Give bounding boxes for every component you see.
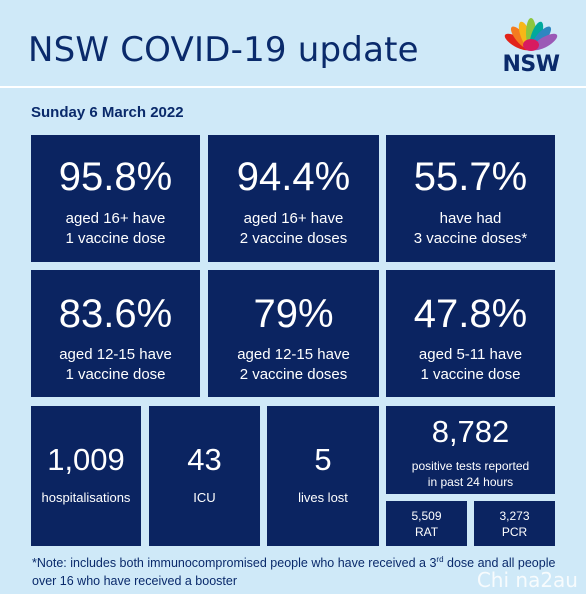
report-date: Sunday 6 March 2022 (31, 104, 184, 121)
tile-hospitalisations: 1,009 hospitalisations (31, 406, 141, 546)
stat-value: 5 (314, 442, 332, 477)
stat-value: 95.8% (58, 155, 173, 199)
footnote: *Note: includes both immunocompromised p… (32, 554, 572, 590)
stat-label: 2 vaccine doses (239, 230, 348, 247)
header-divider (0, 86, 586, 88)
nsw-logo: NSW (499, 16, 563, 78)
stat-label: aged 16+ have (65, 210, 166, 227)
stat-value: 43 (187, 442, 222, 477)
stat-label: lives lost (298, 490, 348, 505)
tile-icu: 43 ICU (149, 406, 260, 546)
watermark: Chi na2au (476, 568, 578, 592)
waratah-flower-icon (504, 18, 558, 51)
stat-label: positive tests reported (411, 459, 530, 473)
stat-label: aged 12-15 have (237, 346, 350, 363)
tile-dose1-12-15: 83.6% aged 12-15 have 1 vaccine dose (31, 270, 200, 397)
footnote-superscript: rd (436, 554, 444, 564)
tile-dose1-16plus: 95.8% aged 16+ have 1 vaccine dose (31, 135, 200, 262)
stat-value: 3,273 (499, 509, 530, 523)
stat-label: PCR (501, 525, 528, 539)
tile-dose2-12-15: 79% aged 12-15 have 2 vaccine doses (208, 270, 379, 397)
stat-label: aged 12-15 have (59, 346, 172, 363)
footnote-text: *Note: includes both immunocompromised p… (32, 556, 437, 570)
stat-value: 79% (253, 292, 334, 336)
stat-label: hospitalisations (41, 490, 131, 505)
footnote-text-end: dose and all people over 16 who have rec… (32, 556, 556, 588)
tile-dose3: 55.7% have had 3 vaccine doses* (386, 135, 555, 262)
stat-label: in past 24 hours (427, 475, 514, 489)
tile-dose1-5-11: 47.8% aged 5-11 have 1 vaccine dose (386, 270, 555, 397)
stat-label: ICU (193, 490, 216, 505)
stat-value: 1,009 (47, 442, 125, 477)
tile-lives-lost: 5 lives lost (267, 406, 379, 546)
tile-rat: 5,509 RAT (386, 501, 467, 546)
nsw-logo-text: NSW (502, 52, 560, 77)
stat-value: 5,509 (411, 509, 442, 523)
tile-dose2-16plus: 94.4% aged 16+ have 2 vaccine doses (208, 135, 379, 262)
tile-positive-tests: 8,782 positive tests reported in past 24… (386, 406, 555, 494)
stat-label: 1 vaccine dose (65, 230, 166, 247)
stat-label: aged 5-11 have (418, 346, 523, 363)
stat-label: 3 vaccine doses* (413, 230, 528, 247)
stat-value: 55.7% (413, 155, 528, 199)
stat-label: RAT (414, 525, 439, 539)
stat-value: 94.4% (236, 155, 351, 199)
stat-value: 47.8% (413, 292, 528, 336)
stat-label: have had (439, 210, 502, 227)
page-title: NSW COVID-19 update (28, 30, 419, 70)
stat-value: 83.6% (58, 292, 173, 336)
stat-label: aged 16+ have (243, 210, 344, 227)
stat-value: 8,782 (431, 414, 510, 449)
stat-label: 2 vaccine doses (239, 366, 348, 383)
stat-label: 1 vaccine dose (420, 366, 521, 383)
tile-pcr: 3,273 PCR (474, 501, 555, 546)
stat-label: 1 vaccine dose (65, 366, 166, 383)
